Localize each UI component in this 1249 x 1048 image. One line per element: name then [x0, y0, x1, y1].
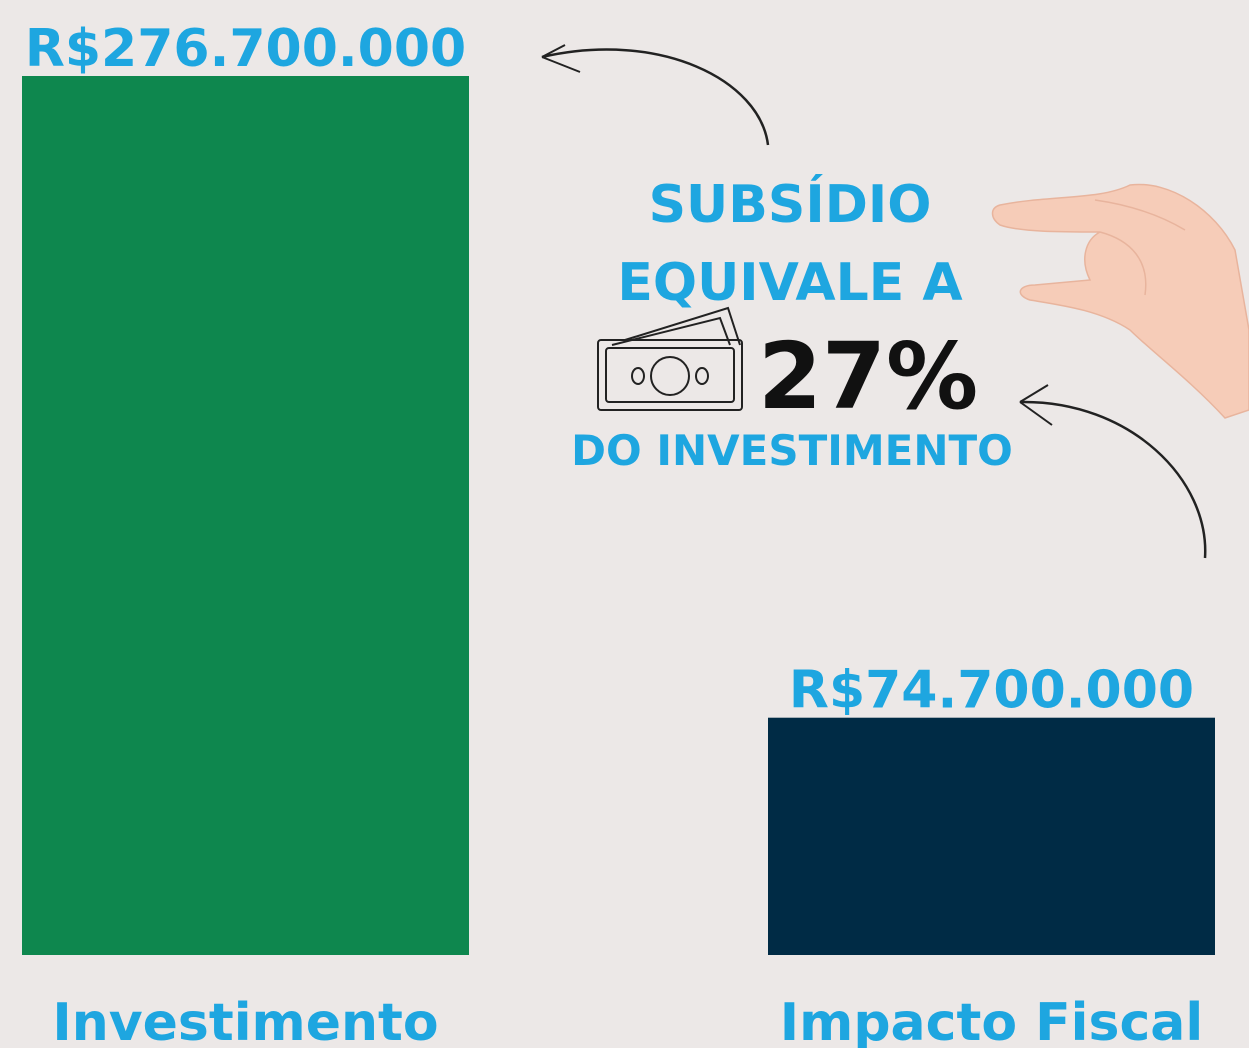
bar — [768, 717, 1215, 955]
annotation: 27% — [758, 323, 978, 430]
annotation: SUBSÍDIO — [649, 174, 932, 235]
hand-icon — [991, 183, 1249, 419]
category-label: Impacto Fiscal — [780, 993, 1203, 1048]
bar — [22, 76, 469, 955]
arrow-head — [541, 44, 581, 73]
arrow-head — [1019, 384, 1053, 426]
category-label: Investimento — [52, 993, 438, 1048]
value-label: R$276.700.000 — [25, 19, 466, 79]
annotation: EQUIVALE A — [617, 253, 962, 313]
annotation: DO INVESTIMENTO — [571, 426, 1013, 475]
value-label: R$74.700.000 — [789, 661, 1194, 721]
arrow — [541, 48, 770, 146]
money-icon — [597, 306, 743, 411]
arrow — [1019, 400, 1207, 559]
